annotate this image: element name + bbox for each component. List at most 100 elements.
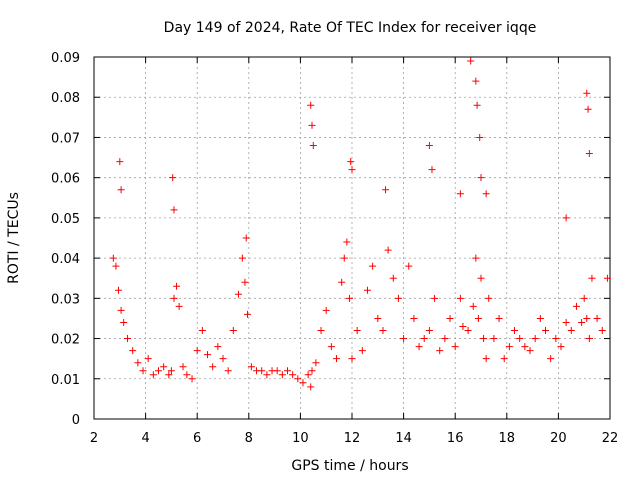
data-point (124, 335, 132, 343)
axis-ticks (93, 56, 611, 420)
data-point (542, 327, 549, 335)
data-point (451, 343, 459, 351)
data-point (446, 314, 454, 322)
data-point (188, 375, 196, 383)
data-point (598, 327, 606, 335)
data-point (495, 314, 503, 322)
data-point (115, 286, 123, 294)
data-point (238, 254, 246, 262)
data-point (214, 343, 222, 351)
data-point (374, 314, 382, 322)
data-point (309, 141, 317, 149)
data-point (583, 314, 591, 322)
data-point (476, 133, 484, 141)
data-point (547, 355, 555, 363)
y-tick-label: 0.09 (51, 51, 80, 66)
data-point (169, 174, 177, 182)
data-point (456, 294, 464, 302)
data-point (155, 367, 162, 375)
data-point (204, 351, 212, 359)
data-point (278, 371, 286, 379)
data-point (175, 302, 183, 310)
data-point (603, 274, 611, 282)
data-point (273, 367, 281, 375)
x-tick-label: 16 (447, 431, 464, 446)
y-tick-label: 0.01 (51, 373, 80, 388)
data-point (420, 335, 428, 343)
data-point (526, 347, 534, 355)
data-points (109, 57, 611, 391)
data-point (219, 355, 227, 363)
data-point (456, 190, 464, 198)
data-point (477, 174, 485, 182)
data-point (312, 359, 320, 367)
data-point (580, 294, 588, 302)
data-point (410, 314, 418, 322)
data-point (431, 294, 439, 302)
data-point (578, 318, 586, 326)
data-point (347, 158, 355, 166)
data-point (467, 57, 475, 65)
data-point (209, 363, 217, 371)
data-point (343, 238, 351, 246)
data-point (193, 347, 201, 355)
data-point (229, 327, 237, 335)
data-point (149, 371, 157, 379)
x-tick-labels: 2 4 6 8 10 12 14 16 18 20 22 (90, 431, 618, 446)
data-point (394, 294, 402, 302)
data-point (308, 367, 316, 375)
data-point (382, 186, 390, 194)
data-point (117, 186, 125, 194)
x-tick-label: 8 (245, 431, 253, 446)
data-point (353, 327, 361, 335)
y-tick-label: 0.04 (51, 252, 80, 267)
data-point (415, 343, 423, 351)
data-point (304, 371, 312, 379)
data-point (179, 363, 187, 371)
x-tick-label: 20 (550, 431, 567, 446)
data-point (284, 367, 291, 375)
data-point (474, 314, 482, 322)
data-point (436, 347, 444, 355)
data-point (109, 254, 117, 262)
x-axis-label: GPS time / hours (291, 458, 408, 474)
data-point (345, 294, 353, 302)
y-tick-label: 0.02 (51, 333, 80, 348)
data-point (348, 355, 356, 363)
data-point (139, 367, 147, 375)
x-tick-label: 14 (395, 431, 412, 446)
data-point (379, 327, 387, 335)
data-point (585, 335, 593, 343)
data-point (317, 327, 325, 335)
data-point (585, 150, 593, 158)
data-point (358, 347, 366, 355)
data-point (521, 343, 529, 351)
data-point (363, 286, 371, 294)
y-tick-label: 0.05 (51, 212, 80, 227)
data-point (167, 367, 175, 375)
data-point (477, 274, 485, 282)
data-point (263, 371, 271, 379)
data-point (117, 306, 125, 314)
y-tick-label: 0 (72, 413, 80, 428)
data-point (482, 190, 490, 198)
data-point (572, 302, 580, 310)
y-tick-label: 0.08 (51, 91, 80, 106)
data-point (160, 363, 168, 371)
data-point (428, 166, 436, 174)
data-point (531, 335, 539, 343)
x-tick-label: 18 (499, 431, 516, 446)
data-point (516, 335, 524, 343)
data-point (308, 121, 316, 129)
data-point (322, 306, 330, 314)
y-axis-label: ROTI / TECUs (6, 192, 22, 284)
data-point (472, 254, 480, 262)
data-point (234, 290, 242, 298)
x-tick-label: 22 (602, 431, 619, 446)
data-point (562, 318, 570, 326)
x-tick-label: 6 (193, 431, 201, 446)
data-point (588, 274, 596, 282)
data-point (129, 347, 137, 355)
y-tick-label: 0.07 (51, 131, 80, 146)
